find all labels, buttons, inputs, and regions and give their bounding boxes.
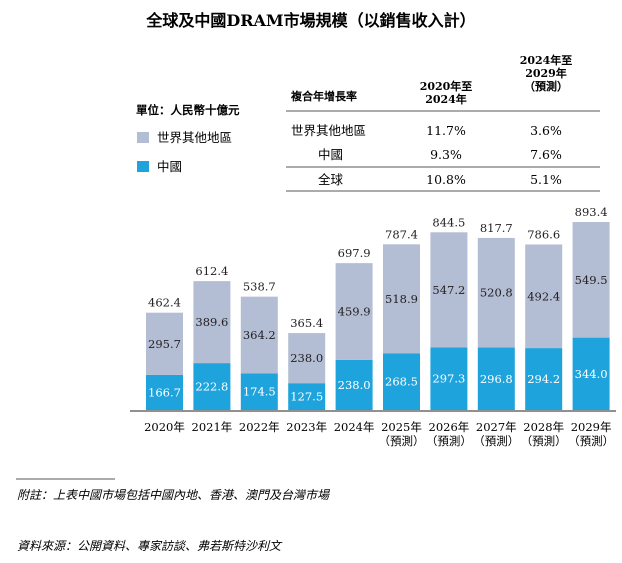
cagr-col-1-line-1: 2029年 bbox=[525, 66, 567, 80]
value-label-china-2: 174.5 bbox=[243, 385, 276, 399]
value-label-china-3: 127.5 bbox=[290, 390, 323, 404]
bar-china-9 bbox=[572, 337, 610, 410]
x-tick-label-9-0: 2029年 bbox=[571, 420, 612, 434]
value-label-china-5: 268.5 bbox=[385, 375, 418, 389]
x-tick-label-5-1: （預測） bbox=[379, 434, 425, 448]
x-tick-label-6-1: （預測） bbox=[426, 434, 472, 448]
value-label-rest-6: 547.2 bbox=[432, 283, 465, 297]
value-label-china-9: 344.0 bbox=[575, 367, 608, 381]
value-label-rest-5: 518.9 bbox=[385, 292, 418, 306]
value-label-china-8: 294.2 bbox=[527, 372, 560, 386]
total-label-9: 893.4 bbox=[575, 205, 608, 219]
bar-china-5 bbox=[383, 353, 420, 410]
bar-rest-0 bbox=[146, 312, 183, 375]
bar-rest-7 bbox=[477, 237, 515, 348]
value-label-rest-1: 389.6 bbox=[195, 315, 228, 329]
x-tick-label-9-1: （預測） bbox=[568, 434, 614, 448]
cagr-row-label-0: 世界其他地區 bbox=[291, 123, 366, 138]
x-tick-label-4-0: 2024年 bbox=[334, 420, 375, 434]
x-tick-label-8-1: （預測） bbox=[521, 434, 567, 448]
bar-rest-5 bbox=[383, 244, 420, 354]
x-tick-label-5-0: 2025年 bbox=[381, 420, 422, 434]
bar-rest-6 bbox=[430, 232, 468, 348]
value-label-rest-9: 549.5 bbox=[575, 273, 608, 287]
total-label-0: 462.4 bbox=[148, 296, 181, 310]
cagr-row-2-value-1: 5.1% bbox=[530, 172, 562, 187]
value-label-china-0: 166.7 bbox=[148, 385, 181, 399]
total-label-1: 612.4 bbox=[195, 264, 228, 278]
bar-rest-4 bbox=[335, 263, 373, 360]
value-label-rest-0: 295.7 bbox=[148, 337, 181, 351]
cagr-row-label-1: 中國 bbox=[318, 147, 343, 162]
total-label-8: 786.6 bbox=[527, 227, 560, 241]
cagr-col-1-line-2: （預測） bbox=[524, 79, 568, 93]
chart-title: 全球及中國DRAM市場規模（以銷售收入計） bbox=[145, 11, 475, 30]
value-label-rest-7: 520.8 bbox=[480, 286, 513, 300]
bar-rest-1 bbox=[193, 281, 231, 364]
total-label-7: 817.7 bbox=[480, 221, 513, 235]
bar-china-8 bbox=[525, 348, 563, 410]
cagr-table-header: 複合年增長率 bbox=[290, 89, 357, 103]
total-label-3: 365.4 bbox=[290, 316, 323, 330]
total-label-6: 844.5 bbox=[432, 215, 465, 229]
x-tick-labels: 2020年 2021年 2022年 2023年 2024年 2025年（預測）2026年（… bbox=[144, 420, 614, 448]
total-label-4: 697.9 bbox=[338, 246, 371, 260]
bar-china-1 bbox=[193, 363, 231, 410]
cagr-row-label-2: 全球 bbox=[318, 172, 344, 187]
x-tick-label-7-1: （預測） bbox=[473, 434, 519, 448]
cagr-row-0-value-0: 11.7% bbox=[426, 123, 466, 138]
cagr-col-0-line-0: 2020年至 bbox=[420, 79, 473, 93]
value-label-china-4: 238.0 bbox=[338, 378, 371, 392]
bar-china-4 bbox=[335, 359, 373, 410]
legend-swatch-1 bbox=[137, 161, 149, 172]
total-label-5: 787.4 bbox=[385, 227, 418, 241]
value-label-china-1: 222.8 bbox=[195, 380, 228, 394]
source-note: 資料來源：公開資料、專家訪談、弗若斯特沙利文 bbox=[17, 539, 283, 553]
bar-china-7 bbox=[477, 347, 515, 410]
value-label-rest-2: 364.2 bbox=[243, 328, 276, 342]
cagr-row-1-value-1: 7.6% bbox=[530, 147, 562, 162]
unit-label: 單位：人民幣十億元 bbox=[136, 103, 240, 117]
value-label-rest-4: 459.9 bbox=[338, 305, 371, 319]
value-label-rest-3: 238.0 bbox=[290, 351, 323, 365]
bar-china-3 bbox=[288, 383, 326, 410]
bar-rest-8 bbox=[525, 244, 563, 349]
value-label-china-6: 297.3 bbox=[432, 372, 465, 386]
bar-china-0 bbox=[146, 374, 183, 410]
x-tick-label-3-0: 2023年 bbox=[286, 420, 327, 434]
bar-rest-9 bbox=[572, 221, 610, 338]
bar-china-6 bbox=[430, 347, 468, 410]
legend-label-0: 世界其他地區 bbox=[157, 130, 232, 145]
legend-swatch-0 bbox=[137, 132, 149, 143]
value-label-rest-8: 492.4 bbox=[527, 289, 560, 303]
cagr-col-1-line-0: 2024年至 bbox=[520, 53, 573, 67]
bar-rest-3 bbox=[288, 333, 326, 384]
x-tick-label-8-0: 2028年 bbox=[523, 420, 564, 434]
legend-label-1: 中國 bbox=[157, 159, 182, 174]
x-tick-label-7-0: 2027年 bbox=[476, 420, 517, 434]
cagr-col-0-line-1: 2024年 bbox=[425, 92, 467, 106]
bar-china-2 bbox=[240, 373, 278, 410]
x-tick-label-6-0: 2026年 bbox=[429, 420, 470, 434]
bars: 166.7 295.7 462.4 222.8 389.6 612.4 174.5 364.2… bbox=[146, 205, 610, 410]
bar-rest-2 bbox=[240, 296, 278, 374]
x-tick-label-0-0: 2020年 bbox=[144, 420, 185, 434]
footnote: 附註：上表中國市場包括中國內地、香港、澳門及台灣市場 bbox=[17, 488, 331, 502]
x-tick-label-2-0: 2022年 bbox=[239, 420, 280, 434]
cagr-row-0-value-1: 3.6% bbox=[530, 123, 562, 138]
x-tick-label-1-0: 2021年 bbox=[192, 420, 233, 434]
cagr-row-2-value-0: 10.8% bbox=[426, 172, 466, 187]
total-label-2: 538.7 bbox=[243, 280, 276, 294]
cagr-row-1-value-0: 9.3% bbox=[430, 147, 462, 162]
value-label-china-7: 296.8 bbox=[480, 372, 513, 386]
